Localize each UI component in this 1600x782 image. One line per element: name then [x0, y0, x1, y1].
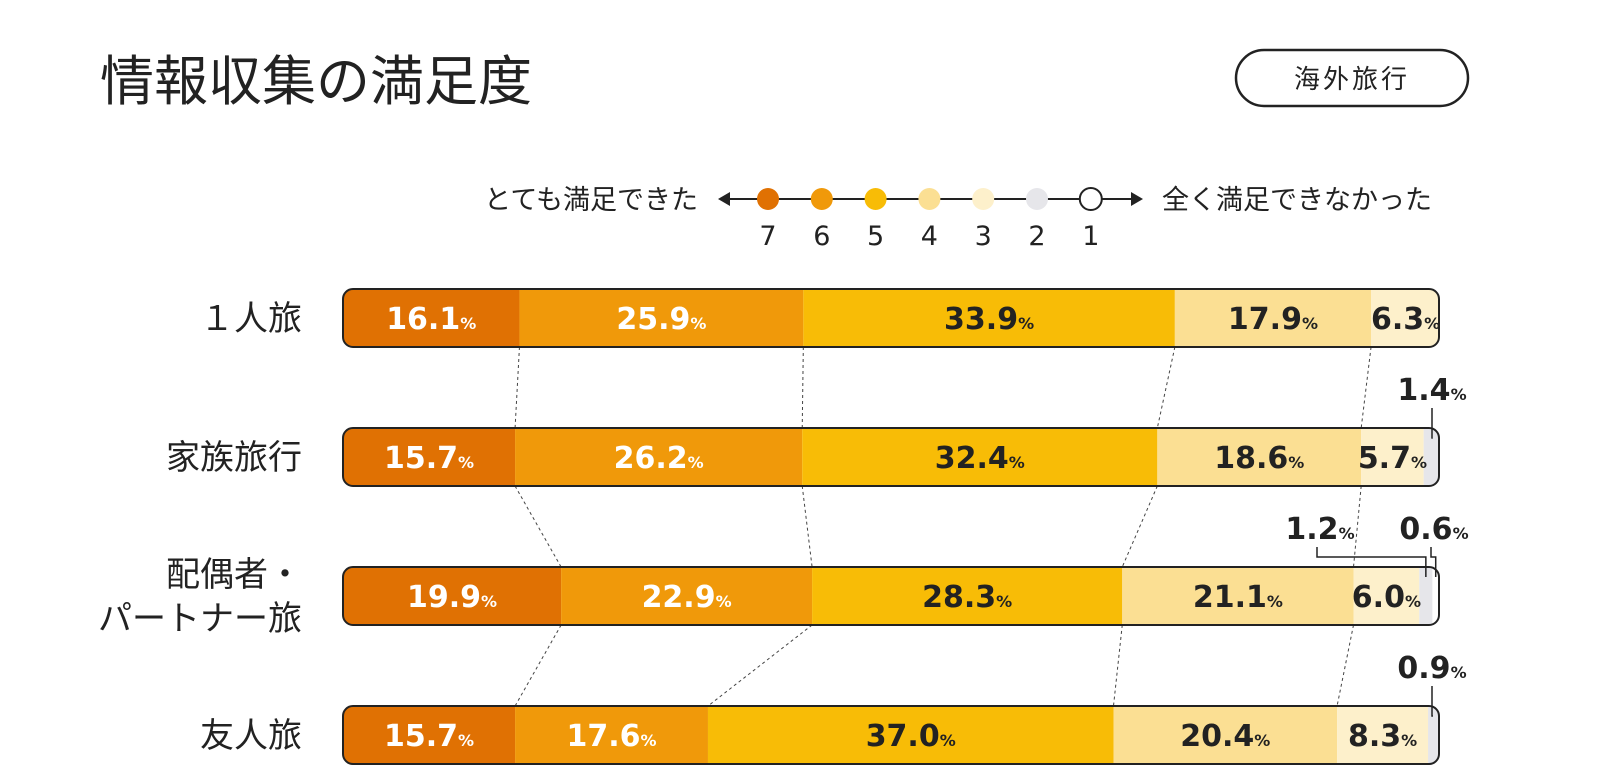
legend-dot-1 — [1078, 187, 1103, 211]
legend-dot-4 — [918, 188, 941, 210]
callout-leader — [1430, 547, 1437, 577]
bar-segment-7 — [343, 428, 516, 486]
bar-segment-3 — [1371, 289, 1439, 347]
bar-segment-3 — [1337, 706, 1429, 764]
bar-row-3: 友人旅 15.7% 17.6% 37.0% 20.4% 8.3%0.9% — [200, 651, 1467, 765]
data-label: 15.7% — [384, 441, 474, 476]
travel-type-badge: 海外旅行 — [1234, 48, 1470, 108]
bar-segment-7 — [343, 289, 520, 347]
bar-segment-6 — [515, 428, 803, 486]
bar-segment-5 — [707, 706, 1114, 764]
legend-dot-3 — [972, 188, 995, 210]
connector-line — [801, 485, 813, 568]
bar-segment-6 — [519, 289, 804, 347]
badge-outline — [1234, 48, 1470, 108]
legend-scale-label-5: 5 — [867, 221, 884, 252]
connector-line — [1360, 346, 1372, 429]
small-data-label: 1.2% — [1285, 512, 1354, 547]
callout-leader — [1431, 686, 1433, 717]
legend-dot-6 — [810, 188, 833, 210]
legend-dot-2 — [1026, 188, 1048, 210]
bar-segment-3 — [1361, 428, 1424, 486]
bar-row-0: １人旅 16.1% 25.9% 33.9% 17.9% 6.3% — [200, 288, 1440, 348]
bar-segment-1 — [1432, 567, 1439, 625]
bar-segment-2 — [1423, 428, 1439, 486]
category-label: 友人旅 — [200, 716, 302, 756]
legend-arrow-right-icon — [1131, 192, 1143, 206]
bar-segment-4 — [1174, 289, 1372, 347]
callout-leader — [1431, 408, 1433, 439]
connector-line — [1336, 624, 1355, 707]
stacked-bars: １人旅 16.1% 25.9% 33.9% 17.9% 6.3%家族旅行 15.7% 26.2… — [98, 288, 1469, 765]
bar-segment-4 — [1113, 706, 1338, 764]
legend-scale-label-2: 2 — [1028, 221, 1045, 252]
category-label: １人旅 — [200, 299, 302, 339]
category-label: 家族旅行 — [166, 438, 302, 478]
bar-outline — [342, 288, 1440, 348]
bar-segment-6 — [515, 706, 708, 764]
legend-scale-label-3: 3 — [975, 221, 992, 252]
legend-left-label: とても満足できた — [484, 185, 698, 216]
page-title: 情報収集の満足度 — [100, 50, 532, 113]
connector-line — [1112, 624, 1123, 707]
bar-segment-4 — [1122, 567, 1354, 625]
legend-dot-7 — [757, 188, 779, 210]
legend-scale-label-4: 4 — [921, 221, 938, 252]
callout-leader — [1316, 547, 1427, 577]
connector-line — [801, 346, 804, 429]
legend-scale-label-1: 1 — [1082, 221, 1099, 252]
small-data-label: 0.6% — [1399, 512, 1468, 547]
connector-line — [707, 624, 813, 707]
bar-segment-5 — [803, 289, 1175, 347]
bar-segment-5 — [812, 567, 1123, 625]
connector-line — [514, 624, 562, 707]
legend-scale-label-6: 6 — [813, 221, 830, 252]
bar-segment-2 — [1428, 706, 1438, 764]
bar-row-1: 家族旅行 15.7% 26.2% 32.4% 18.6% 5.7%1.4% — [166, 373, 1467, 487]
legend-right-label: 全く満足できなかった — [1162, 185, 1432, 216]
bar-segment-6 — [561, 567, 813, 625]
legend-arrow-left-icon — [718, 192, 730, 206]
badge-label: 海外旅行 — [1294, 65, 1410, 95]
bar-segment-7 — [343, 706, 516, 764]
bar-outline — [342, 705, 1440, 765]
small-data-label: 0.9% — [1397, 651, 1466, 686]
bar-segment-7 — [343, 567, 562, 625]
bar-outline — [342, 427, 1440, 487]
bar-segment-2 — [1419, 567, 1433, 625]
connector-line — [514, 485, 562, 568]
bar-segment-4 — [1157, 428, 1362, 486]
category-label: 配偶者・パートナー旅 — [98, 555, 302, 639]
connector-line — [1353, 485, 1362, 568]
satisfaction-legend: とても満足できた 全く満足できなかった 7 6 5 4 3 2 1 — [484, 185, 1432, 252]
connector-lines — [514, 346, 1372, 707]
small-data-label: 1.4% — [1397, 373, 1466, 408]
bar-segment-3 — [1353, 567, 1420, 625]
legend-scale-label-7: 7 — [759, 221, 776, 252]
connector-line — [514, 346, 520, 429]
connector-line — [1121, 485, 1158, 568]
bar-outline — [342, 566, 1440, 626]
connector-line — [1156, 346, 1176, 429]
legend-dot-5 — [864, 188, 887, 210]
bar-segment-5 — [802, 428, 1158, 486]
